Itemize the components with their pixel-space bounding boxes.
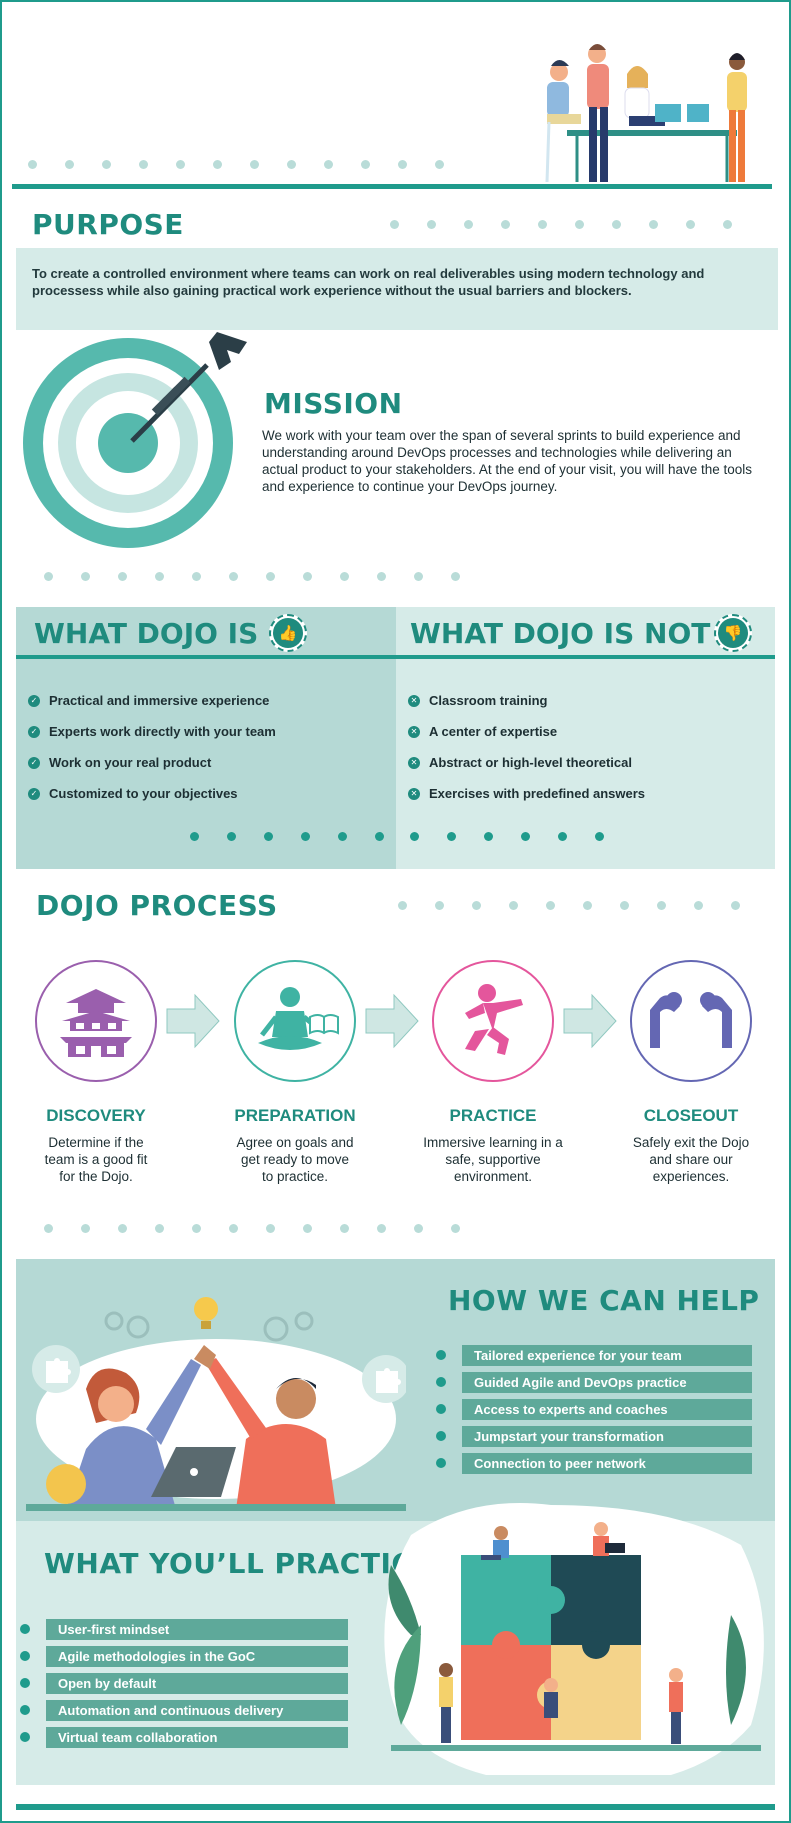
help-item: Tailored experience for your team bbox=[436, 1345, 752, 1366]
list-item: ✕ A center of expertise bbox=[408, 716, 645, 747]
help-item: Connection to peer network bbox=[436, 1453, 752, 1474]
decorative-dots bbox=[28, 160, 444, 169]
arrow-right-icon bbox=[365, 993, 419, 1049]
help-title: HOW WE CAN HELP bbox=[448, 1284, 760, 1317]
dojo-is-not-title: WHAT DOJO IS NOT bbox=[410, 617, 711, 650]
check-icon: ✓ bbox=[28, 725, 40, 738]
arrow-right-icon bbox=[563, 993, 617, 1049]
check-icon: ✓ bbox=[28, 787, 40, 800]
list-item: ✓ Work on your real product bbox=[28, 747, 276, 778]
dojo-is-not-panel: WHAT DOJO IS NOT 👎 ✕ Classroom training ✕… bbox=[396, 607, 775, 869]
practice-circle bbox=[432, 960, 554, 1082]
pagoda-icon bbox=[60, 989, 132, 1057]
step-desc-practice: Immersive learning in a safe, supportive… bbox=[423, 1135, 563, 1184]
puzzle-team-illustration bbox=[384, 1503, 764, 1775]
decorative-dots bbox=[398, 901, 740, 910]
practice-item: User-first mindset bbox=[20, 1619, 348, 1640]
x-icon: ✕ bbox=[408, 694, 420, 707]
practice-item: Agile methodologies in the GoC bbox=[20, 1646, 348, 1667]
practice-item: Automation and continuous delivery bbox=[20, 1700, 348, 1721]
step-title-preparation: PREPARATION bbox=[234, 1106, 356, 1125]
x-icon: ✕ bbox=[408, 787, 420, 800]
step-desc-discovery: Determine if the team is a good fit for … bbox=[44, 1135, 148, 1184]
high-five-illustration bbox=[26, 1297, 406, 1511]
top-divider bbox=[12, 184, 772, 189]
list-item: ✕ Abstract or high-level theoretical bbox=[408, 747, 645, 778]
thumbs-down-icon: 👎 bbox=[714, 614, 752, 652]
step-desc-closeout: Safely exit the Dojo and share our exper… bbox=[632, 1135, 750, 1184]
team-meeting-illustration bbox=[545, 44, 747, 183]
decorative-dots bbox=[190, 832, 384, 841]
decorative-dots bbox=[44, 572, 460, 581]
arrow-right-icon bbox=[166, 993, 220, 1049]
preparation-circle bbox=[234, 960, 356, 1082]
x-icon: ✕ bbox=[408, 725, 420, 738]
list-item: ✓ Practical and immersive experience bbox=[28, 685, 276, 716]
bow-icon bbox=[650, 992, 732, 1048]
practice-list: User-first mindset Agile methodologies i… bbox=[20, 1619, 348, 1754]
martial-arts-icon bbox=[465, 984, 523, 1055]
x-icon: ✕ bbox=[408, 756, 420, 769]
list-item: ✓ Customized to your objectives bbox=[28, 778, 276, 809]
dojo-is-not-header: WHAT DOJO IS NOT 👎 bbox=[396, 607, 775, 659]
target-dart-icon bbox=[23, 332, 247, 548]
dojo-is-list: ✓ Practical and immersive experience ✓ Exp… bbox=[28, 685, 276, 809]
thumbs-up-icon: 👍 bbox=[269, 614, 307, 652]
bottom-divider bbox=[16, 1804, 775, 1810]
practice-item: Virtual team collaboration bbox=[20, 1727, 348, 1748]
decorative-dots bbox=[390, 220, 732, 229]
purpose-text: To create a controlled environment where… bbox=[16, 248, 778, 330]
practice-panel: WHAT YOU’LL PRACTICE User-first mindset … bbox=[16, 1503, 775, 1785]
step-title-practice: PRACTICE bbox=[449, 1106, 537, 1125]
dojo-is-title: WHAT DOJO IS bbox=[34, 617, 259, 650]
closeout-circle bbox=[630, 960, 752, 1082]
help-item: Jumpstart your transformation bbox=[436, 1426, 752, 1447]
help-panel: HOW WE CAN HELP Tailored experience for … bbox=[16, 1259, 775, 1521]
decorative-dots bbox=[410, 832, 604, 841]
step-title-closeout: CLOSEOUT bbox=[643, 1106, 739, 1125]
practice-item: Open by default bbox=[20, 1673, 348, 1694]
dojo-is-header: WHAT DOJO IS 👍 bbox=[16, 607, 396, 659]
practice-title: WHAT YOU’LL PRACTICE bbox=[44, 1547, 433, 1580]
help-list: Tailored experience for your team Guided… bbox=[436, 1345, 752, 1480]
list-item: ✕ Exercises with predefined answers bbox=[408, 778, 645, 809]
process-title: DOJO PROCESS bbox=[36, 889, 278, 922]
mission-title: MISSION bbox=[264, 387, 403, 420]
dojo-is-panel: WHAT DOJO IS 👍 ✓ Practical and immersive … bbox=[16, 607, 396, 869]
list-item: ✓ Experts work directly with your team bbox=[28, 716, 276, 747]
check-icon: ✓ bbox=[28, 756, 40, 769]
help-item: Access to experts and coaches bbox=[436, 1399, 752, 1420]
mission-text: We work with your team over the span of … bbox=[262, 428, 753, 494]
decorative-dots bbox=[44, 1224, 460, 1233]
discovery-circle bbox=[35, 960, 157, 1082]
step-title-discovery: DISCOVERY bbox=[46, 1106, 146, 1125]
step-desc-preparation: Agree on goals and get ready to move to … bbox=[236, 1135, 354, 1184]
help-item: Guided Agile and DevOps practice bbox=[436, 1372, 752, 1393]
list-item: ✕ Classroom training bbox=[408, 685, 645, 716]
purpose-title: PURPOSE bbox=[32, 208, 184, 241]
meditation-reading-icon bbox=[258, 987, 339, 1050]
check-icon: ✓ bbox=[28, 694, 40, 707]
dojo-is-not-list: ✕ Classroom training ✕ A center of experti… bbox=[408, 685, 645, 809]
